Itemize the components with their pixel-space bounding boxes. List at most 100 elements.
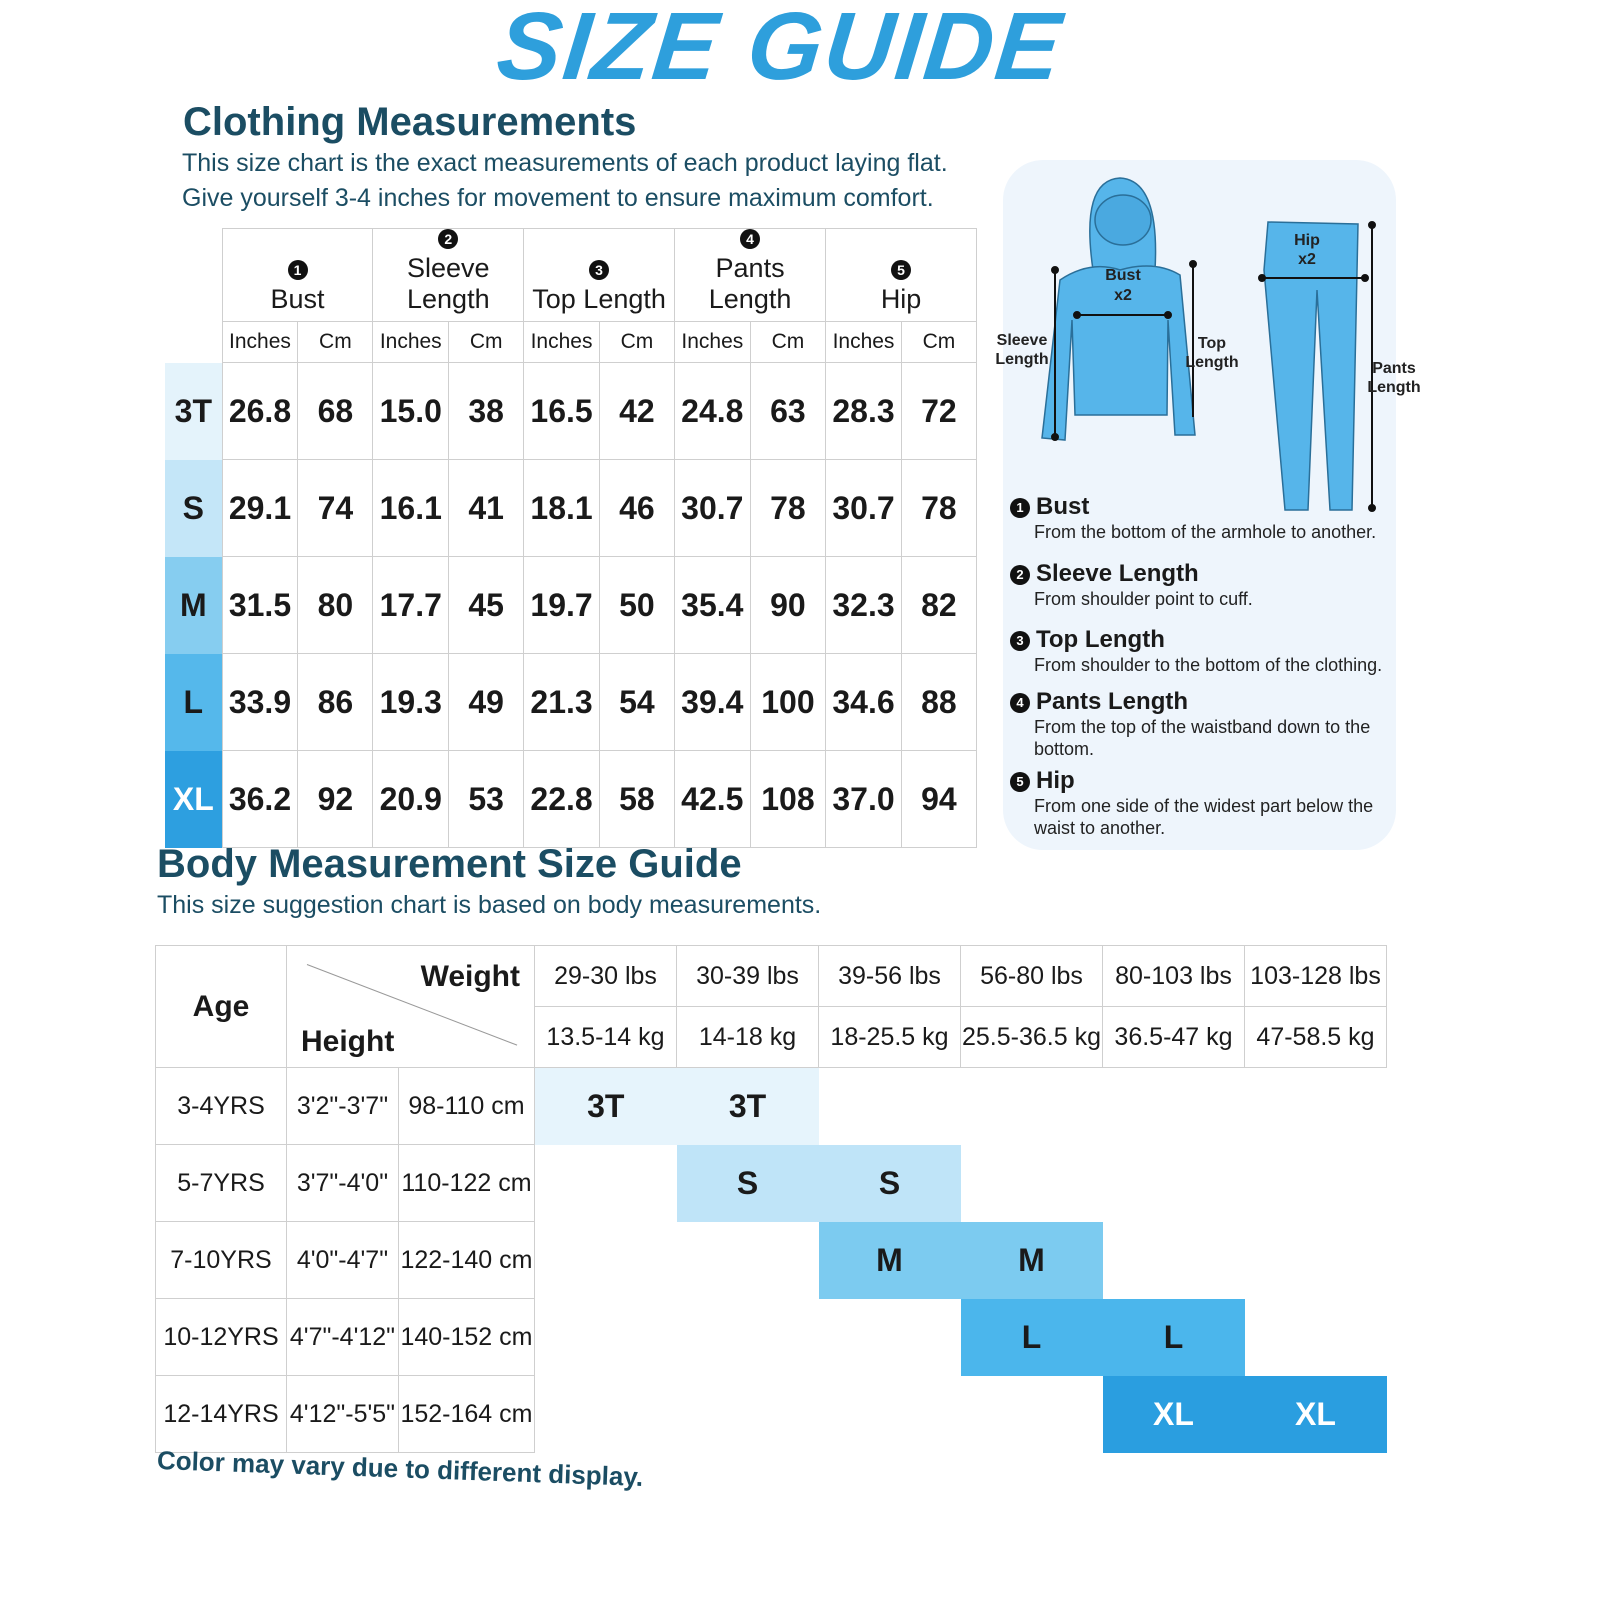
measurement-cell: 86 bbox=[297, 653, 374, 751]
measurement-cell: 41 bbox=[448, 459, 525, 557]
measurement-cell: 78 bbox=[749, 459, 827, 557]
measurement-cell: 94 bbox=[900, 750, 978, 848]
hip-x2-label: x2 bbox=[1298, 251, 1316, 268]
age-cell: 7-10YRS bbox=[155, 1221, 287, 1299]
description-item: 2 Sleeve Length From shoulder point to cuf… bbox=[1010, 560, 1390, 610]
empty-cell bbox=[1103, 1222, 1245, 1299]
table-row: 7-10YRS 4'0"-4'7" 122-140 cm M M bbox=[155, 1221, 1387, 1299]
pants-icon bbox=[1263, 221, 1359, 511]
size-label: XL bbox=[165, 750, 223, 848]
weight-kg-header: 14-18 kg bbox=[676, 1006, 819, 1068]
garment-diagram: Bust x2 Sleeve Length Top Length Hip x2 … bbox=[995, 177, 1420, 512]
measurement-cell: 78 bbox=[900, 459, 978, 557]
empty-cell bbox=[819, 1068, 961, 1145]
height-ft-cell: 4'0"-4'7" bbox=[286, 1221, 399, 1299]
size-band-cell: XL bbox=[1244, 1375, 1387, 1453]
table-row: 12-14YRS 4'12"-5'5" 152-164 cm XL XL bbox=[155, 1375, 1387, 1453]
sleeve-label: Length bbox=[995, 351, 1048, 368]
size-label: L bbox=[165, 653, 223, 751]
table-row: M 31.5 80 17.7 45 19.7 50 35.4 90 32.3 82 bbox=[165, 556, 978, 654]
measurement-cell: 30.7 bbox=[825, 459, 902, 557]
group-label: Hip bbox=[880, 284, 922, 314]
measurement-cell: 46 bbox=[598, 459, 675, 557]
description-text: From shoulder point to cuff. bbox=[1034, 589, 1253, 609]
height-cm-cell: 140-152 cm bbox=[397, 1298, 536, 1376]
weight-lbs-header: 103-128 lbs bbox=[1244, 945, 1387, 1007]
weight-header: Weight bbox=[420, 960, 520, 993]
age-cell: 3-4YRS bbox=[155, 1067, 287, 1145]
measurement-cell: 58 bbox=[598, 750, 675, 848]
pants-label: Pants bbox=[1372, 360, 1416, 377]
empty-cell bbox=[1245, 1299, 1387, 1376]
measurement-cell: 39.4 bbox=[673, 653, 751, 751]
number-badge: 5 bbox=[1010, 772, 1030, 792]
number-badge: 5 bbox=[891, 260, 912, 280]
weight-kg-header: 36.5-47 kg bbox=[1102, 1006, 1245, 1068]
size-label: S bbox=[165, 459, 223, 557]
page-title: SIZE GUIDE bbox=[492, 0, 1068, 100]
clothing-measurements-table: 1 Bust 2 Sleeve Length 3 Top Length 4 Pants Len… bbox=[165, 228, 978, 848]
corner-cell bbox=[165, 322, 222, 363]
weight-lbs-header: 80-103 lbs bbox=[1102, 945, 1245, 1007]
description-item: 4 Pants Length From the top of the waistba… bbox=[1010, 688, 1390, 760]
measurement-cell: 49 bbox=[448, 653, 525, 751]
measurement-cell: 80 bbox=[297, 556, 374, 654]
unit-header: Cm bbox=[598, 321, 675, 363]
measurement-cell: 16.5 bbox=[523, 362, 600, 460]
bust-x2-label: x2 bbox=[1114, 287, 1132, 304]
height-cm-cell: 122-140 cm bbox=[397, 1221, 536, 1299]
measurement-cell: 26.8 bbox=[221, 362, 299, 460]
measurement-cell: 24.8 bbox=[673, 362, 751, 460]
measurement-cell: 88 bbox=[900, 653, 978, 751]
measurement-cell: 15.0 bbox=[372, 362, 450, 460]
measurement-cell: 50 bbox=[598, 556, 675, 654]
group-header: 1 Bust bbox=[221, 228, 374, 322]
measurement-cell: 90 bbox=[749, 556, 827, 654]
size-band-cell: M bbox=[960, 1221, 1103, 1299]
bust-label: Bust bbox=[1105, 267, 1141, 284]
description-title: Pants Length bbox=[1036, 688, 1189, 715]
size-label: M bbox=[165, 556, 223, 654]
measurement-cell: 34.6 bbox=[825, 653, 902, 751]
height-cm-cell: 152-164 cm bbox=[397, 1375, 536, 1453]
weight-lbs-header: 56-80 lbs bbox=[960, 945, 1103, 1007]
table-row: 10-12YRS 4'7"-4'12" 140-152 cm L L bbox=[155, 1298, 1387, 1376]
unit-header: Inches bbox=[523, 321, 600, 363]
table-row: 3T 26.8 68 15.0 38 16.5 42 24.8 63 28.3 72 bbox=[165, 362, 978, 460]
subtitle-line: This size chart is the exact measurement… bbox=[182, 149, 948, 177]
measurement-cell: 16.1 bbox=[372, 459, 450, 557]
description-text: From one side of the widest part below t… bbox=[1034, 796, 1374, 838]
height-ft-cell: 4'7"-4'12" bbox=[286, 1298, 399, 1376]
pants-label: Length bbox=[1367, 379, 1420, 396]
measurement-cell: 100 bbox=[749, 653, 827, 751]
measurement-cell: 68 bbox=[297, 362, 374, 460]
empty-cell bbox=[961, 1145, 1103, 1222]
corner-cell bbox=[165, 229, 222, 322]
unit-header: Inches bbox=[825, 321, 902, 363]
number-badge: 2 bbox=[1010, 565, 1030, 585]
description-text: From shoulder to the bottom of the cloth… bbox=[1034, 655, 1383, 675]
weight-lbs-header: 39-56 lbs bbox=[818, 945, 961, 1007]
measurement-cell: 22.8 bbox=[523, 750, 600, 848]
height-ft-cell: 3'7"-4'0" bbox=[286, 1144, 399, 1222]
measurement-cell: 30.7 bbox=[673, 459, 751, 557]
top-label: Length bbox=[1185, 354, 1238, 371]
measurement-cell: 92 bbox=[297, 750, 374, 848]
unit-header: Cm bbox=[900, 321, 978, 363]
measurement-cell: 42.5 bbox=[673, 750, 751, 848]
measurement-cell: 72 bbox=[900, 362, 978, 460]
measurement-cell: 37.0 bbox=[825, 750, 902, 848]
empty-cell bbox=[819, 1299, 961, 1376]
empty-cell bbox=[535, 1145, 677, 1222]
body-measurement-table: Age Weight Height 29-30 lbs 30-39 lbs 39-56 l… bbox=[155, 945, 1387, 1453]
group-header: 3 Top Length bbox=[523, 228, 675, 322]
height-cm-cell: 110-122 cm bbox=[397, 1144, 536, 1222]
measurement-cell: 82 bbox=[900, 556, 978, 654]
table-row: S 29.1 74 16.1 41 18.1 46 30.7 78 30.7 78 bbox=[165, 459, 978, 557]
empty-cell bbox=[535, 1222, 677, 1299]
measurement-cell: 45 bbox=[448, 556, 525, 654]
unit-header: Cm bbox=[448, 321, 525, 363]
table-row: L 33.9 86 19.3 49 21.3 54 39.4 100 34.6 88 bbox=[165, 653, 978, 751]
empty-cell bbox=[1103, 1145, 1245, 1222]
measurement-cell: 19.7 bbox=[523, 556, 600, 654]
